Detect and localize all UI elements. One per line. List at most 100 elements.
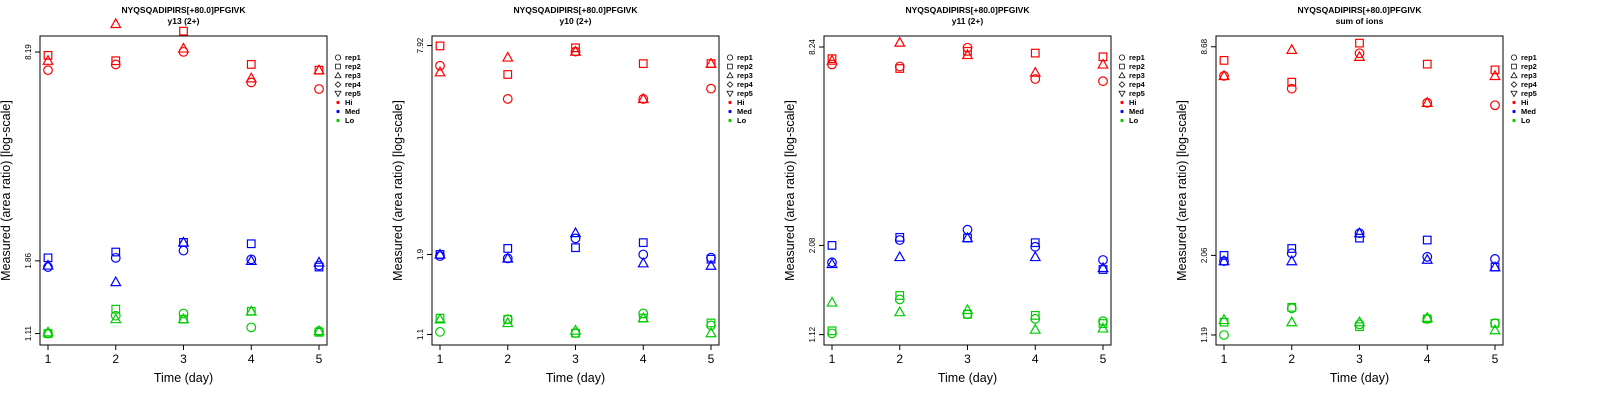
- legend-label-lo: Lo: [737, 116, 747, 125]
- point-lo-rep2-day3: [1355, 322, 1364, 332]
- legend-label-rep5: rep5: [1129, 89, 1145, 98]
- point-hi-rep2-day5: [1490, 65, 1500, 75]
- point-lo-rep3-day5: [705, 326, 717, 338]
- x-axis-label: Time (day): [938, 371, 997, 385]
- point-hi-rep1-day1: [43, 65, 53, 76]
- legend-label-rep4: rep4: [1521, 80, 1538, 89]
- x-tick-label: 3: [964, 352, 971, 366]
- point-med-rep2-day1: [827, 241, 837, 250]
- legend-dot-lo: [728, 118, 732, 123]
- point-lo-rep3-day2: [893, 305, 906, 317]
- chart-subtitle: sum of ions: [1336, 16, 1384, 26]
- legend-marker-rep4: [1118, 81, 1126, 88]
- x-tick-label: 3: [180, 352, 187, 366]
- legend-dot-lo: [336, 118, 340, 123]
- point-lo-rep3-day2: [1285, 315, 1298, 327]
- point-med-rep2-day1: [1219, 250, 1229, 260]
- point-med-rep1-day5: [1098, 255, 1108, 265]
- point-med-rep2-day4: [638, 238, 648, 248]
- legend-label-med: Med: [345, 107, 360, 116]
- y-tick-label: 8.19: [24, 44, 33, 60]
- chart-title: NYQSQADIPIRS[+80.0]PFGIVK: [514, 5, 639, 15]
- legend-dot-hi: [1512, 100, 1516, 105]
- point-hi-rep3-day4: [245, 72, 258, 83]
- legend-marker-rep1: [1118, 54, 1126, 61]
- legend-label-rep2: rep2: [345, 62, 361, 71]
- x-tick-label: 3: [1356, 352, 1363, 366]
- legend-label-lo: Lo: [345, 116, 355, 125]
- point-med-rep3-day4: [1421, 253, 1434, 264]
- y-tick-label: 1.9: [416, 248, 425, 260]
- point-hi-rep1-day3: [1354, 48, 1365, 59]
- chart-subtitle: y11 (2+): [952, 16, 984, 26]
- point-lo-rep2-day5: [1490, 318, 1500, 328]
- legend-marker-rep5: [1118, 90, 1126, 98]
- x-tick-label: 2: [112, 352, 119, 366]
- point-hi-rep3-day4: [1421, 96, 1434, 107]
- legend-dot-med: [728, 109, 732, 114]
- legend-label-rep5: rep5: [737, 89, 753, 98]
- legend-marker-rep5: [726, 90, 734, 98]
- point-med-rep2-day5: [706, 254, 716, 264]
- point-lo-rep3-day4: [1421, 311, 1434, 322]
- legend-label-rep4: rep4: [737, 80, 754, 89]
- point-med-rep2-day2: [895, 232, 905, 242]
- legend-marker-rep2: [335, 63, 341, 70]
- point-hi-rep3-day5: [1097, 58, 1109, 69]
- point-hi-rep2-day3: [1355, 38, 1364, 48]
- point-med-rep3-day3: [177, 236, 190, 247]
- point-hi-rep2-day4: [1030, 48, 1040, 58]
- legend-label-rep4: rep4: [1129, 80, 1146, 89]
- point-hi-rep1-day4: [246, 77, 257, 88]
- x-tick-label: 2: [896, 352, 903, 366]
- x-tick-label: 1: [829, 352, 836, 366]
- point-hi-rep1-day1: [435, 60, 445, 71]
- legend-label-rep4: rep4: [345, 80, 362, 89]
- point-med-rep2-day2: [1287, 244, 1297, 253]
- point-hi-rep2-day4: [246, 60, 256, 69]
- point-hi-rep3-day5: [705, 57, 717, 68]
- plot-frame: [1215, 35, 1504, 346]
- x-tick-label: 5: [1100, 352, 1107, 366]
- point-med-rep1-day2: [1286, 248, 1297, 259]
- legend-label-rep2: rep2: [1129, 62, 1145, 71]
- point-hi-rep3-day3: [177, 42, 190, 53]
- legend-label-rep3: rep3: [1521, 71, 1537, 80]
- point-lo-rep1-day1: [827, 328, 837, 339]
- legend-marker-rep1: [1510, 54, 1518, 61]
- point-lo-rep3-day5: [1097, 322, 1109, 333]
- point-lo-rep3-day3: [1353, 315, 1366, 327]
- legend-label-hi: Hi: [345, 98, 353, 107]
- point-med-rep3-day2: [893, 250, 906, 262]
- point-lo-rep3-day1: [826, 296, 838, 307]
- legend-dot-med: [1512, 109, 1516, 114]
- point-lo-rep1-day4: [638, 308, 649, 319]
- point-med-rep1-day3: [570, 233, 581, 244]
- legend-marker-rep5: [1510, 90, 1518, 98]
- legend-marker-rep4: [726, 81, 734, 88]
- point-hi-rep3-day1: [434, 66, 446, 77]
- x-tick-label: 2: [504, 352, 511, 366]
- point-hi-rep2-day3: [571, 43, 580, 53]
- y-tick-label: 1.12: [808, 326, 817, 342]
- point-lo-rep2-day5: [706, 318, 716, 328]
- legend-label-med: Med: [737, 107, 752, 116]
- x-tick-label: 2: [1288, 352, 1295, 366]
- point-med-rep3-day3: [1353, 226, 1366, 238]
- point-hi-rep3-day3: [569, 45, 582, 56]
- point-lo-rep2-day2: [1287, 302, 1297, 312]
- y-tick-label: 7.92: [416, 37, 425, 53]
- plot-frame: [431, 35, 720, 346]
- point-med-rep3-day1: [1218, 254, 1230, 266]
- point-hi-rep1-day2: [502, 94, 513, 104]
- point-hi-rep2-day4: [638, 59, 648, 69]
- legend-label-rep1: rep1: [345, 53, 361, 62]
- point-lo-rep2-day5: [1098, 319, 1108, 328]
- data-points: [1218, 38, 1501, 340]
- legend-marker-rep4: [334, 81, 342, 88]
- x-axis-label: Time (day): [154, 371, 213, 385]
- legend-label-lo: Lo: [1521, 116, 1531, 125]
- y-tick-label: 2.06: [1200, 247, 1209, 263]
